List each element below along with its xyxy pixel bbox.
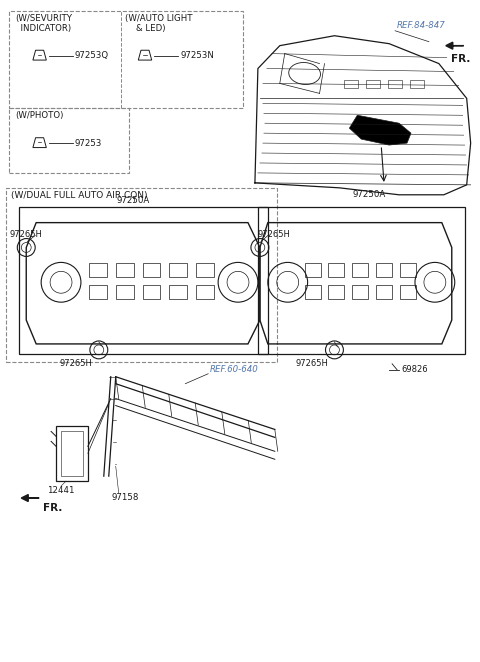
Bar xyxy=(89,285,107,299)
Bar xyxy=(116,285,133,299)
Bar xyxy=(169,263,187,277)
Text: REF.60-640: REF.60-640 xyxy=(210,365,259,374)
Text: FR.: FR. xyxy=(451,54,470,64)
Bar xyxy=(89,263,107,277)
Bar xyxy=(305,263,321,277)
Text: 97158: 97158 xyxy=(112,493,139,502)
Bar xyxy=(143,263,160,277)
Bar xyxy=(376,285,392,299)
Bar xyxy=(116,263,133,277)
Bar xyxy=(328,263,344,277)
Bar xyxy=(376,263,392,277)
Text: (W/AUTO LIGHT
    & LED): (W/AUTO LIGHT & LED) xyxy=(125,14,192,33)
Bar xyxy=(344,81,358,89)
Bar xyxy=(6,188,277,362)
Bar xyxy=(328,285,344,299)
Text: 69826: 69826 xyxy=(401,365,428,374)
Bar xyxy=(305,285,321,299)
Text: (W/SEVURITY
  INDICATOR): (W/SEVURITY INDICATOR) xyxy=(15,14,72,33)
Text: 97265H: 97265H xyxy=(258,230,291,239)
Bar xyxy=(9,109,129,173)
Bar xyxy=(19,207,268,354)
FancyArrow shape xyxy=(21,495,39,502)
Text: 97250A: 97250A xyxy=(117,196,150,205)
Text: 97253N: 97253N xyxy=(180,51,214,60)
Bar xyxy=(352,285,368,299)
Bar xyxy=(196,263,214,277)
Text: 97250A: 97250A xyxy=(353,190,386,199)
Bar xyxy=(400,263,416,277)
Text: REF.84-847: REF.84-847 xyxy=(397,21,446,30)
Text: 97253: 97253 xyxy=(75,138,102,148)
Text: 12441: 12441 xyxy=(48,486,75,495)
Text: (W/PHOTO): (W/PHOTO) xyxy=(15,111,64,120)
Bar xyxy=(9,11,243,109)
Polygon shape xyxy=(349,115,411,145)
Bar xyxy=(143,285,160,299)
Bar xyxy=(169,285,187,299)
Text: 97265H: 97265H xyxy=(9,230,42,239)
Bar xyxy=(196,285,214,299)
Bar xyxy=(366,81,380,89)
Bar xyxy=(400,285,416,299)
FancyArrow shape xyxy=(446,42,464,49)
Bar xyxy=(388,81,402,89)
Text: 97253Q: 97253Q xyxy=(75,51,109,60)
Bar xyxy=(258,207,465,354)
Bar xyxy=(61,432,83,476)
Bar xyxy=(56,426,88,481)
Bar xyxy=(410,81,424,89)
Bar xyxy=(352,263,368,277)
Text: 97265H: 97265H xyxy=(59,359,92,368)
Text: FR.: FR. xyxy=(43,503,62,513)
Text: 97265H: 97265H xyxy=(296,359,328,368)
Text: (W/DUAL FULL AUTO AIR CON): (W/DUAL FULL AUTO AIR CON) xyxy=(12,191,148,200)
